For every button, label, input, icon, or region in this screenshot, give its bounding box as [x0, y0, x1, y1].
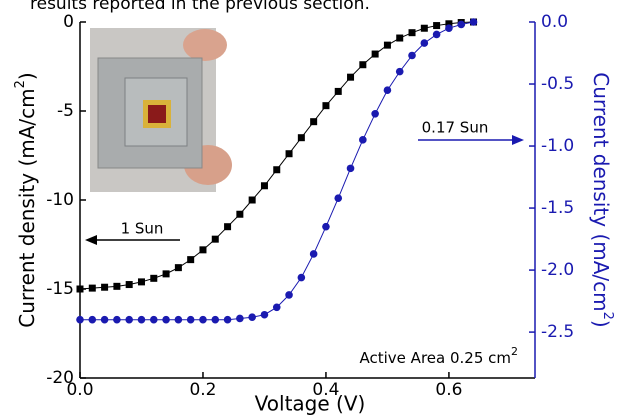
x-axis-label: Voltage (V) — [255, 392, 366, 416]
point — [101, 284, 108, 291]
point — [77, 286, 84, 293]
x-tick-label: 0.6 — [435, 380, 462, 400]
point — [470, 18, 478, 26]
point — [347, 165, 355, 173]
point — [199, 316, 207, 324]
point — [175, 264, 182, 271]
point — [236, 315, 244, 323]
point — [187, 256, 194, 263]
context-text: results reported in the previous section… — [30, 0, 370, 14]
x-tick-label: 0.2 — [189, 380, 216, 400]
arrowhead — [512, 135, 524, 145]
point — [334, 194, 342, 202]
point — [113, 316, 121, 324]
point — [212, 236, 219, 243]
point — [224, 223, 231, 230]
point — [76, 316, 84, 324]
point — [249, 197, 256, 204]
point — [248, 313, 256, 321]
point — [298, 134, 305, 141]
point — [286, 150, 293, 157]
y-label-sup: 2 — [13, 80, 28, 88]
point — [322, 223, 330, 231]
point — [138, 316, 146, 324]
y2-label-end: ) — [590, 320, 614, 328]
y-label-end: ) — [15, 72, 39, 80]
y-label-text: Current density (mA/cm — [15, 88, 39, 327]
point — [150, 275, 157, 282]
point — [163, 270, 170, 277]
point — [322, 102, 329, 109]
y2-tick-label: -2.0 — [541, 260, 574, 280]
y-axis-label: Current density (mA/cm2) — [13, 72, 39, 327]
point — [310, 118, 317, 125]
y2-tick-label: -0.5 — [541, 74, 574, 94]
annotation-sup: 2 — [511, 345, 518, 358]
annotation: 0.17 Sun — [422, 119, 489, 137]
point — [359, 61, 366, 68]
point — [372, 51, 379, 58]
point — [445, 24, 453, 32]
y2-label-sup: 2 — [600, 312, 615, 320]
point — [138, 278, 145, 285]
point — [384, 42, 391, 49]
annotation-text: Active Area 0.25 cm — [360, 349, 511, 367]
point — [396, 68, 404, 76]
point — [187, 316, 195, 324]
point — [298, 274, 306, 282]
chart: results reported in the previous section… — [0, 0, 619, 419]
point — [433, 22, 440, 29]
point — [310, 250, 318, 258]
point — [421, 25, 428, 32]
point — [88, 316, 96, 324]
y2-axis-label: Current density (mA/cm2) — [590, 72, 616, 327]
point — [126, 281, 133, 288]
point — [347, 74, 354, 81]
y2-tick-label: 0.0 — [541, 12, 568, 32]
y-tick-label: -20 — [46, 368, 74, 388]
point — [335, 88, 342, 95]
y2-tick-label: -2.5 — [541, 322, 574, 342]
point — [408, 52, 416, 60]
point — [236, 211, 243, 218]
point — [261, 182, 268, 189]
y-tick-label: 0 — [63, 12, 74, 32]
point — [224, 316, 232, 324]
point — [285, 291, 293, 299]
annotation: 1 Sun — [121, 220, 164, 238]
point — [359, 136, 367, 144]
point — [371, 110, 379, 118]
point — [175, 316, 183, 324]
y2-tick-label: -1.0 — [541, 136, 574, 156]
point — [162, 316, 170, 324]
point — [396, 35, 403, 42]
point — [409, 29, 416, 36]
inset-photo — [90, 28, 232, 192]
y2-tick-label: -1.5 — [541, 198, 574, 218]
point — [273, 166, 280, 173]
point — [384, 86, 392, 94]
point — [261, 311, 269, 319]
annotation: Active Area 0.25 cm2 — [360, 345, 518, 367]
y2-label-text: Current density (mA/cm — [590, 72, 614, 311]
y-tick-label: -10 — [46, 190, 74, 210]
point — [113, 283, 120, 290]
point — [199, 246, 206, 253]
y-tick-label: -5 — [57, 101, 74, 121]
point — [273, 303, 281, 311]
point — [421, 39, 429, 47]
point — [150, 316, 158, 324]
point — [125, 316, 133, 324]
x-tick-label: 0.4 — [312, 380, 339, 400]
point — [457, 21, 465, 29]
point — [433, 31, 441, 39]
point — [211, 316, 219, 324]
y-tick-label: -15 — [46, 279, 74, 299]
point — [89, 285, 96, 292]
arrowhead — [85, 235, 97, 245]
point — [101, 316, 109, 324]
